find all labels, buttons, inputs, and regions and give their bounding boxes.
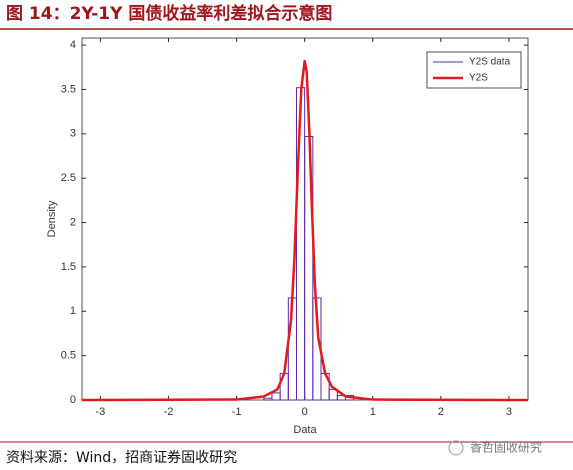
y-tick-label: 3.5 bbox=[61, 83, 76, 95]
x-tick-label: 3 bbox=[506, 406, 512, 418]
y-axis-label: Density bbox=[46, 200, 58, 237]
y-tick-label: 2 bbox=[70, 216, 76, 228]
legend-label: Y2S data bbox=[469, 57, 511, 68]
x-tick-label: 2 bbox=[438, 406, 444, 418]
fit-line bbox=[81, 59, 529, 402]
y-tick-label: 2.5 bbox=[61, 172, 76, 184]
y-tick-label: 1.5 bbox=[61, 261, 76, 273]
y-tick-label: 1 bbox=[70, 305, 76, 317]
x-tick-label: 0 bbox=[302, 406, 308, 418]
watermark: 香哲固收研究 bbox=[470, 440, 542, 455]
x-tick-label: -3 bbox=[95, 406, 105, 418]
figure-title: 图 14：2Y-1Y 国债收益率利差拟合示意图 bbox=[6, 3, 332, 24]
y-tick-label: 3 bbox=[70, 128, 76, 140]
y-tick-label: 0.5 bbox=[61, 350, 76, 362]
y-tick-label: 4 bbox=[70, 39, 76, 51]
x-tick-label: -1 bbox=[232, 406, 242, 418]
x-axis-label: Data bbox=[293, 424, 317, 436]
legend-label: Y2S bbox=[469, 73, 488, 84]
histogram-bar bbox=[328, 388, 338, 401]
legend-box bbox=[426, 51, 522, 89]
source-note: 资料来源：Wind，招商证券固收研究 bbox=[6, 450, 237, 466]
y-tick-label: 0 bbox=[70, 394, 76, 406]
x-tick-label: 1 bbox=[370, 406, 376, 418]
x-tick-label: -2 bbox=[164, 406, 174, 418]
watermark-icon bbox=[448, 440, 464, 456]
